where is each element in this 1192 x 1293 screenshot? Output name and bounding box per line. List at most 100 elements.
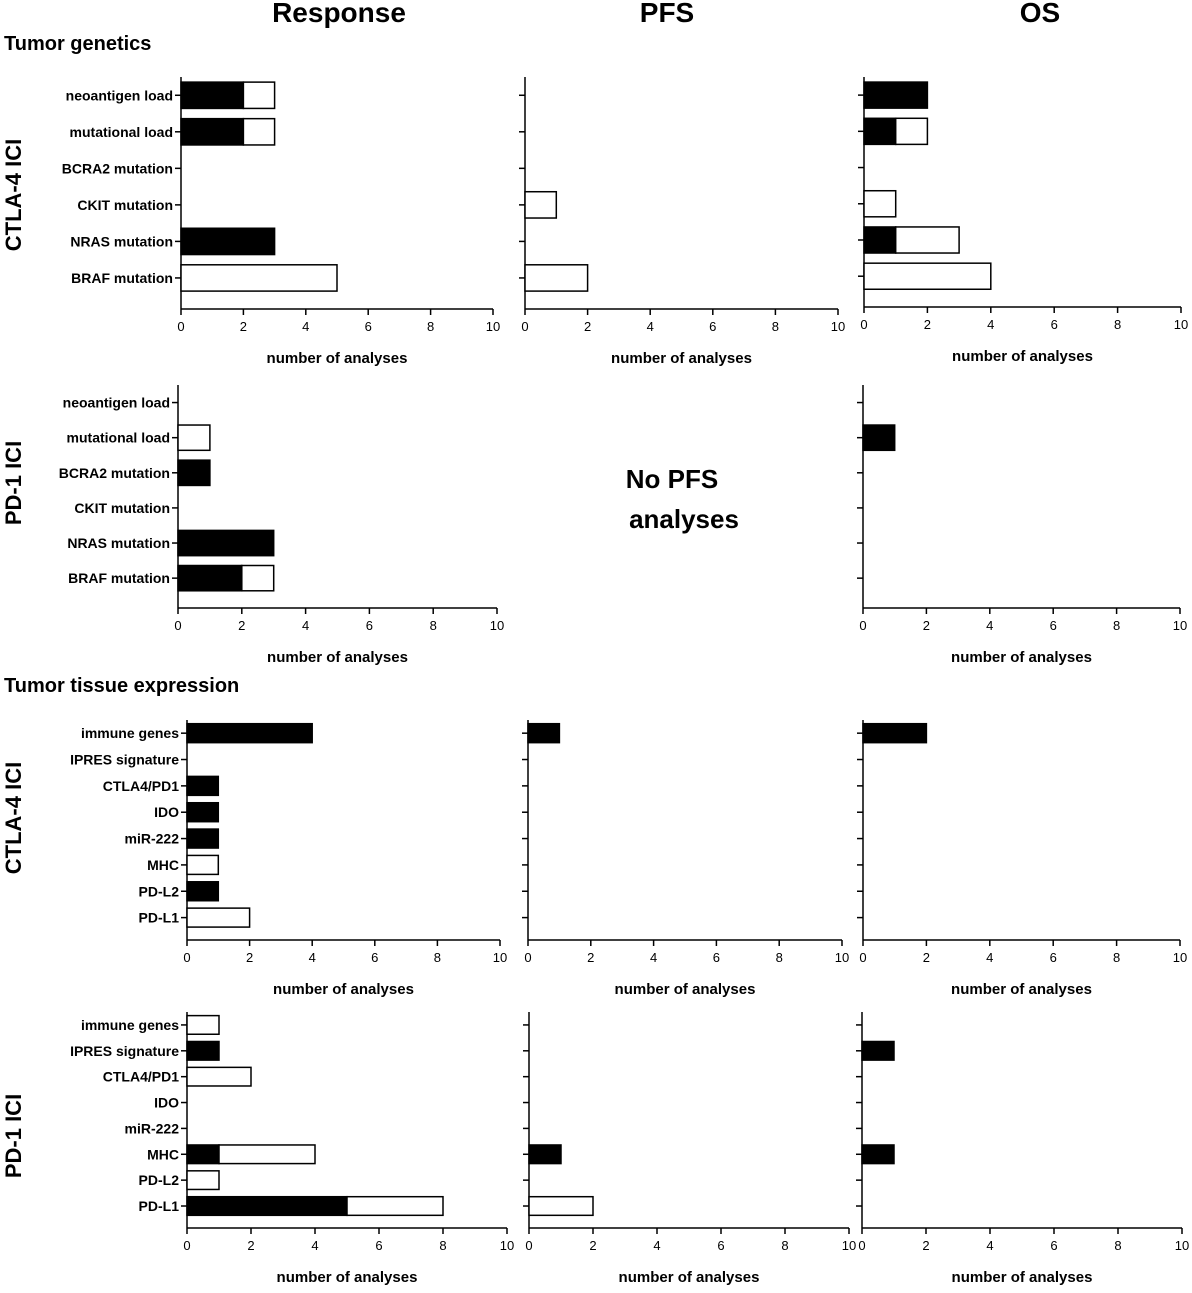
x-tick-label: 2: [584, 319, 591, 334]
x-tick-label: 2: [923, 950, 930, 965]
category-label-mir-222: miR-222: [125, 831, 180, 847]
category-label-immune-genes: immune genes: [81, 1017, 179, 1033]
x-tick-label: 2: [587, 950, 594, 965]
panel-exp-ctla4-response: 0 2 4 6 8 10 number of analyses immune genes IPR…: [70, 720, 507, 998]
x-tick-label: 10: [500, 1238, 514, 1253]
category-label-ido: IDO: [154, 1095, 179, 1111]
panel-gen-ctla4-os: 0 2 4 6 8 10 number of analyses: [858, 77, 1188, 365]
column-header-pfs: PFS: [640, 0, 694, 28]
bar-white-braf-mutation: [863, 262, 992, 291]
x-tick-label: 0: [860, 317, 867, 332]
category-label-pd-l2: PD-L2: [139, 1172, 180, 1188]
bar-white-braf-mutation: [241, 564, 275, 592]
x-tick-label: 6: [1050, 1238, 1057, 1253]
bar-black-immune-genes: [862, 722, 928, 744]
x-tick-label: 6: [1050, 618, 1057, 633]
row-label-genetics-pd1: PD-1 ICI: [1, 441, 26, 525]
panel-exp-ctla4-os: 0 2 4 6 8 10 number of analyses: [857, 720, 1187, 998]
x-axis-title: number of analyses: [611, 350, 752, 367]
x-tick-label: 8: [772, 319, 779, 334]
x-tick-label: 6: [366, 618, 373, 633]
bar-white-pd-l2: [186, 1170, 220, 1191]
bar-white-ckit-mutation: [524, 190, 558, 219]
x-axis-title: number of analyses: [952, 1269, 1093, 1286]
row-label-expression-pd1: PD-1 ICI: [1, 1094, 26, 1178]
x-tick-label: 2: [247, 1238, 254, 1253]
x-tick-label: 8: [434, 950, 441, 965]
x-tick-label: 10: [493, 950, 507, 965]
panel-gen-pd1-response: 0 2 4 6 8 10 number of analyses neoantigen load…: [59, 385, 504, 666]
bar-black-mutational-load: [180, 117, 245, 146]
x-tick-label: 2: [923, 618, 930, 633]
category-label-nras-mutation: NRAS mutation: [67, 535, 170, 551]
category-label-ckit-mutation: CKIT mutation: [74, 500, 170, 516]
category-label-pd-l1: PD-L1: [139, 1198, 180, 1214]
x-tick-label: 0: [858, 1238, 865, 1253]
section-title-tumor-genetics: Tumor genetics: [4, 33, 151, 55]
bar-black-neoantigen-load: [863, 81, 929, 109]
x-tick-label: 4: [986, 950, 993, 965]
x-tick-label: 2: [922, 1238, 929, 1253]
panel-gen-ctla4-pfs: 0 2 4 6 8 10 number of analyses: [519, 77, 845, 367]
x-tick-label: 8: [1114, 317, 1121, 332]
x-axis-title: number of analyses: [619, 1269, 760, 1286]
x-tick-label: 6: [371, 950, 378, 965]
bar-black-mir-222: [186, 828, 220, 849]
category-label-immune-genes: immune genes: [81, 725, 179, 741]
bar-black-immune-genes: [186, 722, 313, 744]
bar-white-immune-genes: [186, 1014, 220, 1035]
x-tick-label: 0: [525, 1238, 532, 1253]
x-tick-label: 4: [653, 1238, 660, 1253]
x-axis-title: number of analyses: [615, 981, 756, 998]
bar-white-neoantigen-load: [242, 81, 276, 110]
category-label-ckit-mutation: CKIT mutation: [77, 197, 173, 213]
row-label-genetics-ctla4: CTLA-4 ICI: [1, 139, 26, 251]
x-tick-label: 8: [427, 319, 434, 334]
panel-gen-pd1-os: 0 2 4 6 8 10 number of analyses: [857, 385, 1187, 666]
x-tick-label: 0: [183, 950, 190, 965]
x-axis-title: number of analyses: [267, 649, 408, 666]
x-tick-label: 6: [713, 950, 720, 965]
bar-white-braf-mutation: [524, 264, 589, 292]
x-tick-label: 10: [486, 319, 500, 334]
bar-black-neoantigen-load: [180, 81, 245, 110]
bar-black-ido: [186, 801, 220, 823]
category-label-bcra2-mutation: BCRA2 mutation: [62, 160, 173, 176]
x-tick-label: 6: [709, 319, 716, 334]
bar-white-nras-mutation: [894, 226, 960, 254]
panel-exp-pd1-os: 0 2 4 6 8 10 number of analyses: [856, 1012, 1189, 1286]
section-title-tumor-tissue-expression: Tumor tissue expression: [4, 675, 239, 697]
panel-exp-pd1-response: 0 2 4 6 8 10 number of analyses immune genes IPR…: [70, 1012, 514, 1286]
x-tick-label: 8: [776, 950, 783, 965]
category-label-bcra2-mutation: BCRA2 mutation: [59, 465, 170, 481]
bar-black-pd-l1: [186, 1195, 348, 1217]
category-label-mhc: MHC: [147, 1146, 179, 1162]
row-label-expression-ctla4: CTLA-4 ICI: [1, 762, 26, 874]
chart-panels: 0 2 4 6 8 10 number of analyses neoantigen load…: [59, 77, 1189, 1286]
bar-black-ipres-signature: [861, 1040, 895, 1061]
x-tick-label: 4: [986, 618, 993, 633]
x-tick-label: 4: [986, 1238, 993, 1253]
bar-white-mhc: [218, 1144, 316, 1165]
x-axis-title: number of analyses: [267, 350, 408, 367]
panel-exp-pd1-pfs: 0 2 4 6 8 10 number of analyses: [523, 1012, 856, 1286]
bar-black-mhc: [528, 1144, 562, 1165]
category-label-mir-222: miR-222: [125, 1120, 180, 1136]
bar-white-ckit-mutation: [863, 189, 897, 218]
no-pfs-note-line1: No PFS: [626, 464, 718, 494]
bar-white-pd-l1: [346, 1195, 444, 1217]
bar-white-mhc: [186, 854, 220, 876]
category-label-mhc: MHC: [147, 857, 179, 873]
x-tick-label: 6: [1051, 317, 1058, 332]
x-tick-label: 10: [1173, 618, 1187, 633]
category-label-ipres-signature: IPRES signature: [70, 752, 179, 768]
x-axis-title: number of analyses: [951, 981, 1092, 998]
bar-black-ctla4-pd1: [186, 775, 220, 797]
x-tick-label: 10: [490, 618, 504, 633]
bar-white-mutational-load: [242, 117, 276, 146]
x-tick-label: 4: [647, 319, 654, 334]
x-tick-label: 6: [1050, 950, 1057, 965]
category-label-pd-l2: PD-L2: [139, 883, 180, 899]
bar-white-ctla4-pd1: [186, 1066, 252, 1087]
